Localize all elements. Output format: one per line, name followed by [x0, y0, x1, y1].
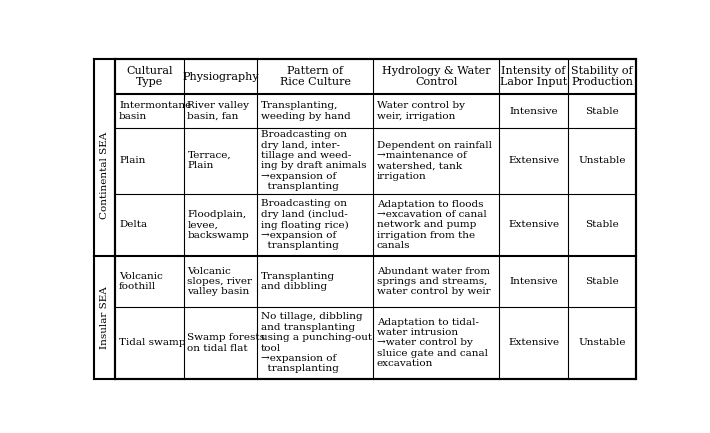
Text: Intensive: Intensive: [509, 107, 558, 116]
Text: Stable: Stable: [585, 107, 619, 116]
Text: Adaptation to tidal-
water intrusion
→water control by
sluice gate and canal
exc: Adaptation to tidal- water intrusion →wa…: [377, 317, 488, 368]
Text: Swamp forests
on tidal flat: Swamp forests on tidal flat: [187, 333, 266, 352]
Text: Pattern of
Rice Culture: Pattern of Rice Culture: [280, 66, 351, 87]
Text: Insular SEA: Insular SEA: [100, 286, 109, 349]
Text: Tidal swamp: Tidal swamp: [119, 338, 185, 347]
Text: Plain: Plain: [119, 156, 146, 165]
Text: Transplanting
and dibbling: Transplanting and dibbling: [261, 272, 335, 291]
Text: Unstable: Unstable: [578, 338, 626, 347]
Text: Stability of
Production: Stability of Production: [571, 66, 633, 87]
Text: Physiography: Physiography: [182, 71, 258, 81]
Text: Hydrology & Water
Control: Hydrology & Water Control: [382, 66, 491, 87]
Text: Extensive: Extensive: [508, 220, 559, 229]
Text: Intensive: Intensive: [509, 277, 558, 286]
Text: Terrace,
Plain: Terrace, Plain: [187, 151, 231, 171]
Text: Volcanic
slopes, river
valley basin: Volcanic slopes, river valley basin: [187, 267, 253, 297]
Text: Water control by
weir, irrigation: Water control by weir, irrigation: [377, 101, 465, 121]
Text: Adaptation to floods
→excavation of canal
network and pump
irrigation from the
c: Adaptation to floods →excavation of cana…: [377, 200, 486, 250]
Text: River valley
basin, fan: River valley basin, fan: [187, 101, 249, 121]
Text: Floodplain,
levee,
backswamp: Floodplain, levee, backswamp: [187, 210, 249, 240]
Text: Dependent on rainfall
→maintenance of
watershed, tank
irrigation: Dependent on rainfall →maintenance of wa…: [377, 141, 492, 181]
Text: Intermontane
basin: Intermontane basin: [119, 101, 191, 121]
Text: Volcanic
foothill: Volcanic foothill: [119, 272, 163, 291]
Text: Unstable: Unstable: [578, 156, 626, 165]
Text: Extensive: Extensive: [508, 156, 559, 165]
Text: Delta: Delta: [119, 220, 147, 229]
Text: Stable: Stable: [585, 220, 619, 229]
Text: Broadcasting on
dry land, inter-
tillage and weed-
ing by draft animals
→expansi: Broadcasting on dry land, inter- tillage…: [261, 130, 366, 191]
Text: Abundant water from
springs and streams,
water control by weir: Abundant water from springs and streams,…: [377, 267, 491, 297]
Text: Transplanting,
weeding by hand: Transplanting, weeding by hand: [261, 101, 351, 121]
Text: Continental SEA: Continental SEA: [100, 132, 109, 219]
Text: Broadcasting on
dry land (includ-
ing floating rice)
→expansion of
  transplanti: Broadcasting on dry land (includ- ing fl…: [261, 200, 349, 250]
Text: Intensity of
Labor Input: Intensity of Labor Input: [500, 66, 567, 87]
Text: No tillage, dibbling
and transplanting
using a punching-out
tool
→expansion of
 : No tillage, dibbling and transplanting u…: [261, 312, 372, 373]
Text: Stable: Stable: [585, 277, 619, 286]
Text: Cultural
Type: Cultural Type: [126, 66, 173, 87]
Text: Extensive: Extensive: [508, 338, 559, 347]
